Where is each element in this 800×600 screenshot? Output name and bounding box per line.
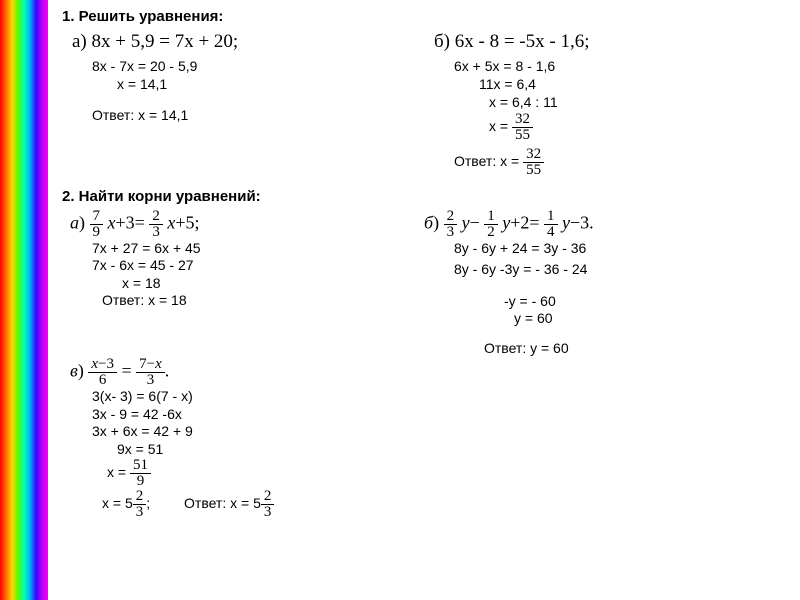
answer-2b: Ответ: у = 60 xyxy=(484,340,786,358)
eq-2b: б) 23 y− 12 y+2= 14 y−3. xyxy=(424,209,786,240)
step-2b-1: 8у - 6у + 24 = 3у - 36 xyxy=(454,240,786,258)
eq-2a: а) 79 x+3= 23 x+5; xyxy=(70,209,424,240)
step-2v-2: 3х - 9 = 42 -6х xyxy=(92,406,786,424)
step-2b-2: 8у - 6у -3у = - 36 - 24 xyxy=(454,261,786,279)
answer-1b: Ответ: х = 3255 xyxy=(454,147,786,178)
step-2v-6: х = 523; xyxy=(102,489,150,520)
step-2a-1: 7х + 27 = 6х + 45 xyxy=(92,240,424,258)
step-2v-4: 9х = 51 xyxy=(117,441,786,459)
step-1b-1: 6х + 5х = 8 - 1,6 xyxy=(454,57,786,75)
step-1a-2: х = 14,1 xyxy=(117,75,424,93)
step-2v-3: 3х + 6х = 42 + 9 xyxy=(92,423,786,441)
task2-heading: 2. Найти корни уравнений: xyxy=(62,188,786,205)
answer-2v: Ответ: х = 523 xyxy=(184,495,274,511)
step-2a-3: х = 18 xyxy=(122,275,424,293)
eq-1a: а) 8х + 5,9 = 7х + 20; xyxy=(72,31,424,53)
step-2a-2: 7х - 6х = 45 - 27 xyxy=(92,257,424,275)
step-1a-1: 8х - 7х = 20 - 5,9 xyxy=(92,57,424,75)
step-2v-1: 3(х- 3) = 6(7 - х) xyxy=(92,388,786,406)
rainbow-sidebar xyxy=(0,0,48,600)
step-2v-5: х = 519 xyxy=(107,458,786,489)
page-content: 1. Решить уравнения: а) 8х + 5,9 = 7х + … xyxy=(48,0,800,600)
answer-2a: Ответ: х = 18 xyxy=(102,292,424,310)
answer-1a: Ответ: х = 14,1 xyxy=(92,107,424,123)
step-2b-4: у = 60 xyxy=(514,310,786,328)
step-1b-4: х = 3255 xyxy=(489,112,786,143)
step-2b-3: -у = - 60 xyxy=(504,293,786,311)
eq-2v: в) x−36 = 7−x3. xyxy=(70,357,786,388)
step-1b-3: х = 6,4 : 11 xyxy=(489,93,786,111)
task1-heading: 1. Решить уравнения: xyxy=(62,8,786,25)
step-1b-2: 11х = 6,4 xyxy=(479,75,786,93)
eq-1b: б) 6х - 8 = -5х - 1,6; xyxy=(434,31,786,53)
